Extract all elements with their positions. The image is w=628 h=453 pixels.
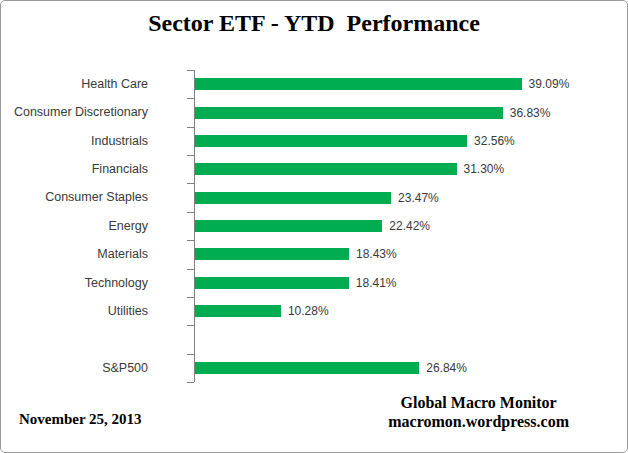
- value-label-financials: 31.30%: [464, 162, 505, 176]
- source-name: Global Macro Monitor: [388, 393, 569, 412]
- category-label-utilities: Utilities: [1, 297, 148, 325]
- source-url: macromon.wordpress.com: [388, 412, 569, 431]
- axis-tick: [187, 269, 194, 270]
- bar-technology: [195, 277, 349, 289]
- bar-s-p500: [195, 362, 419, 374]
- value-label-consumer-staples: 23.47%: [398, 191, 439, 205]
- category-label-health-care: Health Care: [1, 70, 148, 98]
- value-label-s-p500: 26.84%: [426, 361, 467, 375]
- axis-tick: [187, 325, 194, 326]
- bar-energy: [195, 220, 382, 232]
- category-label-energy: Energy: [1, 212, 148, 240]
- chart-frame: Sector ETF - YTD Performance Health Care…: [0, 0, 628, 453]
- date-label: November 25, 2013: [19, 411, 142, 428]
- axis-tick: [187, 354, 194, 355]
- value-label-technology: 18.41%: [356, 276, 397, 290]
- axis-tick: [187, 155, 194, 156]
- value-label-consumer-discretionary: 36.83%: [510, 106, 551, 120]
- value-label-energy: 22.42%: [389, 219, 430, 233]
- bar-utilities: [195, 305, 281, 317]
- chart-title: Sector ETF - YTD Performance: [1, 10, 627, 37]
- plot-area: Health Care 39.09% Consumer Discretionary 3…: [1, 70, 627, 383]
- bar-financials: [195, 163, 457, 175]
- axis-tick: [187, 183, 194, 184]
- axis-tick: [187, 70, 194, 71]
- category-label-materials: Materials: [1, 240, 148, 268]
- value-label-utilities: 10.28%: [288, 304, 329, 318]
- axis-tick: [187, 240, 194, 241]
- bar-industrials: [195, 135, 467, 147]
- bar-consumer-staples: [195, 192, 391, 204]
- category-label-industrials: Industrials: [1, 127, 148, 155]
- bar-health-care: [195, 78, 522, 90]
- source-attribution: Global Macro Monitor macromon.wordpress.…: [388, 393, 569, 431]
- value-label-materials: 18.43%: [356, 247, 397, 261]
- value-label-health-care: 39.09%: [529, 77, 570, 91]
- category-label-financials: Financials: [1, 155, 148, 183]
- category-label-s-p500: S&P500: [1, 354, 148, 382]
- category-label-consumer-discretionary: Consumer Discretionary: [1, 98, 148, 126]
- category-label-technology: Technology: [1, 269, 148, 297]
- bar-consumer-discretionary: [195, 107, 503, 119]
- axis-tick: [187, 212, 194, 213]
- axis-tick: [187, 297, 194, 298]
- axis-tick: [187, 127, 194, 128]
- axis-tick: [187, 98, 194, 99]
- axis-tick: [187, 382, 194, 383]
- bar-materials: [195, 248, 349, 260]
- category-label-consumer-staples: Consumer Staples: [1, 183, 148, 211]
- value-label-industrials: 32.56%: [474, 134, 515, 148]
